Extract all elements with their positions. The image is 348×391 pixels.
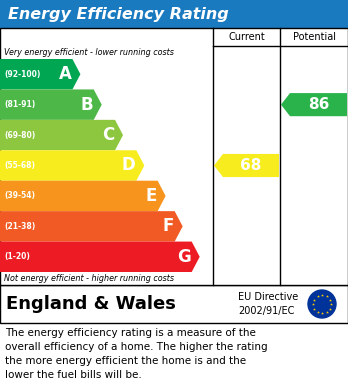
Text: lower the fuel bills will be.: lower the fuel bills will be. — [5, 370, 142, 380]
Text: overall efficiency of a home. The higher the rating: overall efficiency of a home. The higher… — [5, 342, 268, 352]
Text: Current: Current — [228, 32, 265, 42]
Text: EU Directive: EU Directive — [238, 292, 298, 302]
Text: (92-100): (92-100) — [4, 70, 40, 79]
Text: G: G — [177, 248, 191, 266]
Text: (69-80): (69-80) — [4, 131, 35, 140]
Bar — [0, 285, 348, 323]
Text: (1-20): (1-20) — [4, 252, 30, 261]
Text: 68: 68 — [240, 158, 262, 173]
Polygon shape — [214, 154, 279, 177]
Polygon shape — [0, 242, 200, 272]
Text: (21-38): (21-38) — [4, 222, 35, 231]
Text: B: B — [80, 96, 93, 114]
Text: (39-54): (39-54) — [4, 192, 35, 201]
Text: (55-68): (55-68) — [4, 161, 35, 170]
Polygon shape — [0, 211, 183, 242]
Bar — [0, 0, 348, 28]
Text: A: A — [58, 65, 71, 83]
Text: England & Wales: England & Wales — [6, 295, 176, 313]
Polygon shape — [0, 181, 166, 211]
Text: the more energy efficient the home is and the: the more energy efficient the home is an… — [5, 356, 246, 366]
Text: C: C — [102, 126, 114, 144]
Text: E: E — [145, 187, 157, 205]
Text: 86: 86 — [308, 97, 329, 112]
Polygon shape — [0, 90, 102, 120]
Text: (81-91): (81-91) — [4, 100, 35, 109]
Text: Energy Efficiency Rating: Energy Efficiency Rating — [8, 7, 229, 22]
Text: D: D — [121, 156, 135, 174]
Text: Potential: Potential — [293, 32, 335, 42]
Polygon shape — [0, 59, 80, 90]
Text: The energy efficiency rating is a measure of the: The energy efficiency rating is a measur… — [5, 328, 256, 338]
Polygon shape — [0, 120, 123, 150]
Bar — [0, 28, 348, 285]
Polygon shape — [0, 150, 144, 181]
Polygon shape — [281, 93, 347, 116]
Circle shape — [308, 290, 336, 318]
Text: 2002/91/EC: 2002/91/EC — [238, 306, 294, 316]
Text: Very energy efficient - lower running costs: Very energy efficient - lower running co… — [4, 48, 174, 57]
Text: F: F — [162, 217, 174, 235]
Text: Not energy efficient - higher running costs: Not energy efficient - higher running co… — [4, 274, 174, 283]
